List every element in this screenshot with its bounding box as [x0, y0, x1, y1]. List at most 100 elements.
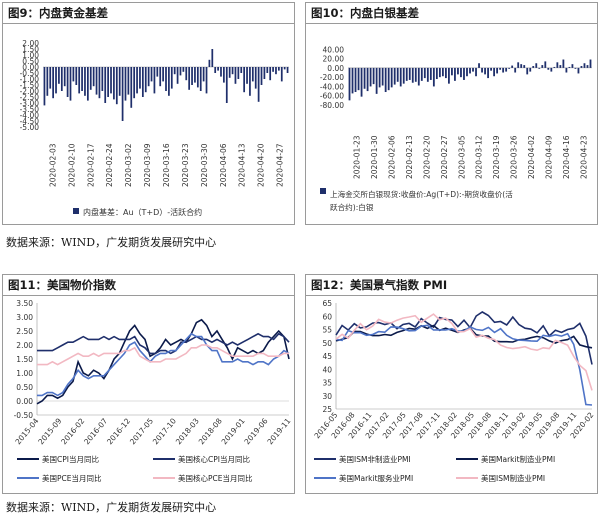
bar: [263, 67, 266, 79]
bar: [153, 67, 156, 94]
bar: [162, 67, 164, 82]
bar: [463, 67, 465, 80]
source-note-top: 数据来源：WIND，广发期货发展研究中心: [6, 236, 217, 249]
bar: [366, 67, 369, 92]
bar: [402, 67, 405, 84]
legend-label: 美国Markit制造业PMI: [481, 454, 555, 464]
series-line: [335, 311, 593, 365]
bar: [173, 67, 176, 75]
source-note-bottom: 数据来源：WIND，广发期货发展研究中心: [6, 501, 217, 514]
bar: [526, 67, 529, 75]
y-tick-label: 0.00: [327, 64, 344, 73]
bar: [523, 65, 526, 68]
bar: [269, 67, 272, 81]
bar: [408, 67, 411, 80]
bar: [372, 67, 375, 85]
y-tick-label: 40: [322, 365, 332, 374]
bar: [538, 67, 541, 69]
bar: [429, 67, 432, 80]
bar: [444, 67, 447, 79]
bar: [139, 67, 141, 89]
figure-9-chart: 2.001.501.000.500.00-0.50-1.00-1.50-2.00…: [20, 39, 289, 217]
bar: [375, 67, 378, 94]
y-tick-label: -0.50: [14, 411, 34, 420]
x-tick-label: 2020-03-19: [492, 135, 501, 179]
bar: [490, 67, 492, 71]
series-line: [37, 332, 290, 397]
bar: [225, 67, 228, 103]
bar: [535, 63, 538, 68]
bar: [387, 67, 390, 91]
legend-label-line-2: 跃合约):白银: [330, 202, 374, 212]
y-tick-label: -1.50: [20, 81, 40, 90]
x-tick-label: 2020-02-13: [405, 135, 414, 179]
bar: [194, 67, 196, 83]
bar: [562, 59, 565, 68]
bar: [390, 67, 393, 88]
bar: [81, 67, 83, 91]
bar: [58, 67, 60, 84]
bar: [211, 49, 214, 67]
x-tick-label: 2020-01-30: [370, 135, 379, 179]
bar: [78, 67, 81, 94]
bar: [454, 67, 456, 81]
figure-10-panel: 图10：内盘白银基差 40.00 20.00 0.00 -20.00 -40.00 -60…: [305, 2, 598, 225]
bar: [354, 67, 357, 93]
bar: [496, 67, 499, 74]
y-tick-label: 35: [322, 379, 332, 388]
bar: [487, 67, 489, 79]
bar: [499, 67, 502, 70]
x-tick-label: 2020-01-23: [353, 135, 362, 179]
y-tick-label: 3.50: [16, 299, 33, 308]
bar: [475, 67, 477, 77]
bar: [115, 67, 118, 105]
y-tick-label: 1.50: [16, 355, 33, 364]
x-tick-label: 2020-04-09: [544, 135, 553, 179]
figure-9-panel: 图9：内盘黄金基差 2.00 1.50 1.00 0.50 0.00 -0.50 -1.00…: [2, 2, 295, 225]
bar: [280, 67, 283, 82]
y-tick-label: -1.00: [20, 75, 40, 84]
bar: [283, 67, 286, 70]
y-tick-label: -2.00: [20, 87, 40, 96]
y-tick-label: -80.00: [320, 101, 344, 110]
bar: [43, 67, 46, 106]
bar: [481, 67, 483, 73]
bar: [478, 63, 480, 68]
bar: [541, 65, 544, 68]
bar: [104, 67, 107, 103]
bar: [405, 67, 408, 81]
bar: [384, 67, 387, 93]
x-tick-label: 2020-02-20: [422, 135, 431, 179]
bar: [188, 67, 191, 90]
bar: [199, 67, 202, 91]
bar: [95, 67, 98, 95]
bar: [159, 67, 162, 87]
bar: [520, 64, 523, 68]
bar: [124, 67, 127, 101]
figure-10-title: 图10：内盘白银基差: [306, 3, 597, 24]
x-tick-label: 2020-03-05: [457, 135, 466, 179]
y-tick-label: 65: [322, 299, 332, 308]
y-tick-label: 20.00: [323, 55, 345, 64]
x-tick-label: 2020-03-23: [181, 143, 190, 187]
bar: [214, 67, 217, 73]
x-tick-label: 2020-03-09: [143, 143, 152, 187]
bar: [150, 67, 153, 82]
bar: [86, 67, 89, 101]
x-tick-label: 2020-04-27: [276, 143, 285, 187]
y-tick-label: -60.00: [320, 92, 344, 101]
bar: [60, 67, 63, 91]
bar: [75, 67, 78, 85]
y-tick-label: 1.00: [16, 369, 33, 378]
bar: [517, 62, 520, 68]
bar: [577, 67, 580, 74]
bar: [147, 67, 150, 87]
y-tick-label: 45: [322, 352, 332, 361]
y-tick-label: -3.00: [20, 99, 40, 108]
bar: [460, 67, 462, 78]
bar: [278, 67, 280, 71]
bar: [110, 67, 112, 94]
y-tick-label: 50: [322, 339, 332, 348]
bar: [234, 67, 237, 84]
